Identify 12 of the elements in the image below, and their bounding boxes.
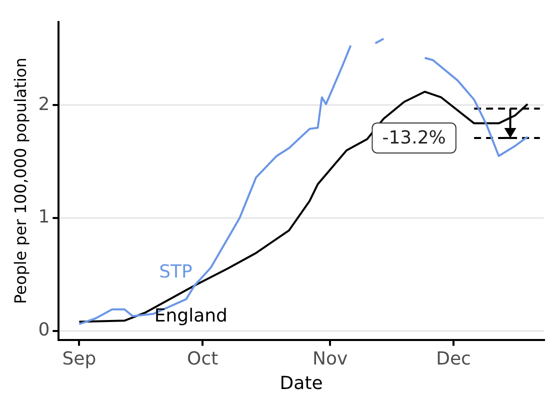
series-label: England (154, 305, 228, 326)
x-tick-label: Dec (436, 348, 471, 370)
annotation: -13.2% (382, 128, 446, 149)
x-tick-label: Nov (312, 348, 348, 370)
y-tick-label: 1 (38, 206, 50, 228)
x-tick-label: Sep (62, 348, 96, 370)
y-tick-label: 0 (38, 319, 50, 340)
y-axis-title: People per 100,000 population (10, 58, 30, 304)
y-tick-label: 2 (38, 94, 50, 115)
x-tick-label: Oct (187, 348, 218, 370)
x-axis-title: Date (280, 372, 323, 394)
series-label: STP (159, 261, 193, 282)
